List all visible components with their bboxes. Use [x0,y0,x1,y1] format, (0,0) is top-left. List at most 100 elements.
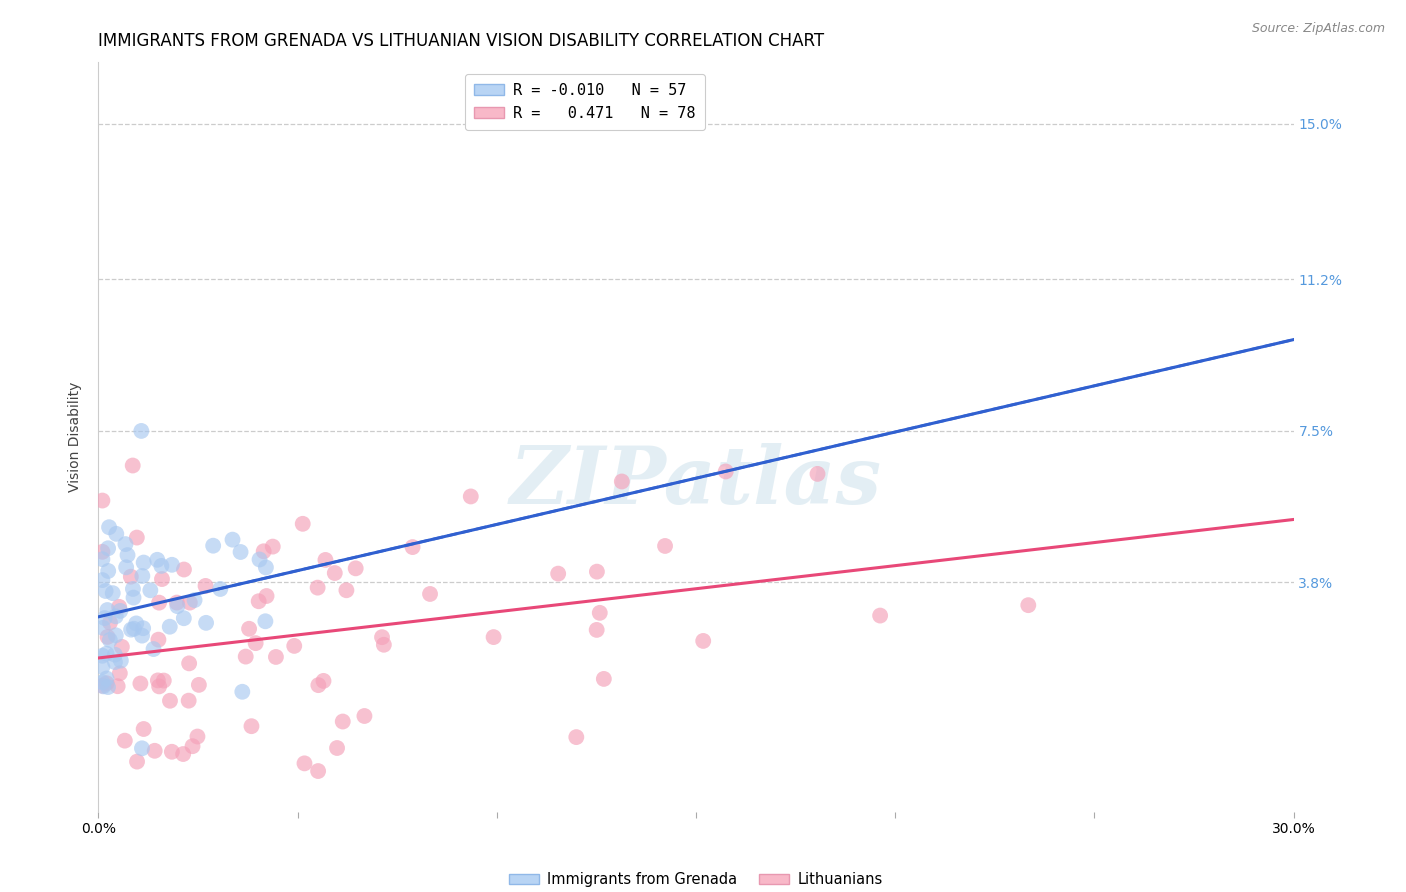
Point [91,552,114,566]
Point [96,603,118,617]
Point [98,632,121,647]
Point [283,639,305,653]
Point [482,630,505,644]
Point [96,647,118,661]
Point [114,537,136,551]
Point [692,634,714,648]
Point [714,465,737,479]
Point [104,628,127,642]
Point [202,539,225,553]
Point [159,620,181,634]
Point [869,608,891,623]
Point [654,539,676,553]
Point [187,678,209,692]
Point [120,570,142,584]
Point [104,609,127,624]
Point [419,587,441,601]
Point [312,673,335,688]
Point [229,545,252,559]
Point [125,531,148,545]
Point [254,614,277,628]
Point [262,540,284,554]
Point [344,561,367,575]
Point [166,596,188,610]
Point [173,611,195,625]
Point [253,544,276,558]
Point [91,493,114,508]
Point [547,566,569,581]
Point [125,616,148,631]
Point [131,629,153,643]
Point [146,673,169,688]
Point [249,552,271,566]
Point [125,755,148,769]
Point [460,490,482,504]
Point [107,679,129,693]
Point [104,648,127,662]
Point [179,657,201,671]
Point [194,579,217,593]
Point [132,621,155,635]
Point [91,679,114,693]
Point [166,599,188,614]
Point [91,621,114,635]
Point [307,764,329,778]
Point [114,733,136,747]
Point [173,562,195,576]
Point [131,741,153,756]
Point [132,722,155,736]
Y-axis label: Vision Disability: Vision Disability [69,382,83,492]
Point [323,566,346,580]
Legend: Immigrants from Grenada, Lithuanians: Immigrants from Grenada, Lithuanians [502,864,890,892]
Point [98,615,121,630]
Point [373,638,395,652]
Point [335,583,357,598]
Point [209,582,232,596]
Point [108,666,131,681]
Point [111,640,134,654]
Point [235,649,257,664]
Point [122,622,145,636]
Point [160,745,183,759]
Point [97,680,120,694]
Point [131,569,153,583]
Text: Source: ZipAtlas.com: Source: ZipAtlas.com [1251,22,1385,36]
Point [159,694,181,708]
Point [148,596,170,610]
Point [353,709,375,723]
Point [122,582,145,596]
Point [98,520,121,534]
Point [129,676,152,690]
Text: ZIPatlas: ZIPatlas [510,443,882,521]
Point [139,583,162,598]
Point [94,584,117,599]
Point [91,675,114,690]
Point [172,747,194,761]
Point [181,739,204,754]
Point [132,556,155,570]
Text: IMMIGRANTS FROM GRENADA VS LITHUANIAN VISION DISABILITY CORRELATION CHART: IMMIGRANTS FROM GRENADA VS LITHUANIAN VI… [98,32,824,50]
Point [160,558,183,572]
Point [247,594,270,608]
Point [183,593,205,607]
Point [264,649,287,664]
Point [142,642,165,657]
Point [294,756,316,771]
Point [221,533,243,547]
Point [122,591,145,605]
Point [245,636,267,650]
Point [806,467,828,481]
Point [307,581,329,595]
Point [96,676,118,690]
Point [146,553,169,567]
Point [254,560,277,574]
Point [332,714,354,729]
Point [150,572,173,586]
Point [179,596,201,610]
Point [152,673,174,688]
Point [314,553,336,567]
Point [91,648,114,663]
Point [91,573,114,587]
Point [148,679,170,693]
Point [110,654,132,668]
